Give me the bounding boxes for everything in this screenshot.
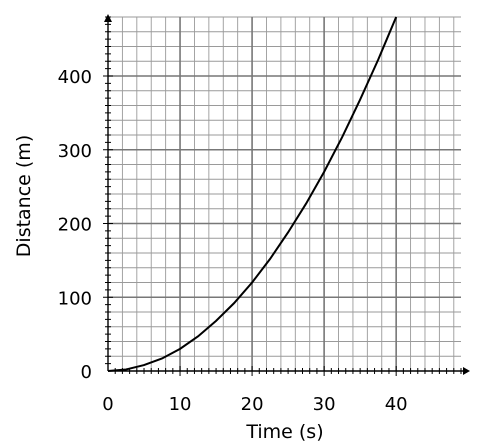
y-axis-label: Distance (m)	[13, 135, 35, 257]
x-tick-label: 0	[102, 394, 113, 415]
major-grid	[108, 17, 461, 371]
y-tick-label: 100	[58, 288, 92, 309]
x-tick-label: 30	[313, 394, 336, 415]
x-tick-label: 20	[241, 394, 264, 415]
axis-ticks	[103, 16, 462, 376]
y-tick-labels: 0 100 200 300 400	[58, 67, 92, 383]
series-line	[107, 16, 398, 372]
x-tick-labels: 0 10 20 30 40	[102, 394, 407, 415]
y-axis-arrow	[104, 14, 112, 22]
x-axis-label: Time (s)	[245, 421, 323, 443]
y-tick-label: 300	[58, 141, 92, 162]
y-tick-label: 400	[58, 67, 92, 88]
series-layer	[107, 16, 398, 372]
x-axis-arrow	[463, 367, 470, 375]
minor-grid	[108, 16, 461, 371]
y-tick-label: 200	[58, 215, 92, 236]
x-tick-label: 40	[385, 394, 408, 415]
axes	[104, 14, 470, 375]
y-tick-label: 0	[81, 362, 92, 383]
x-tick-label: 10	[169, 394, 192, 415]
